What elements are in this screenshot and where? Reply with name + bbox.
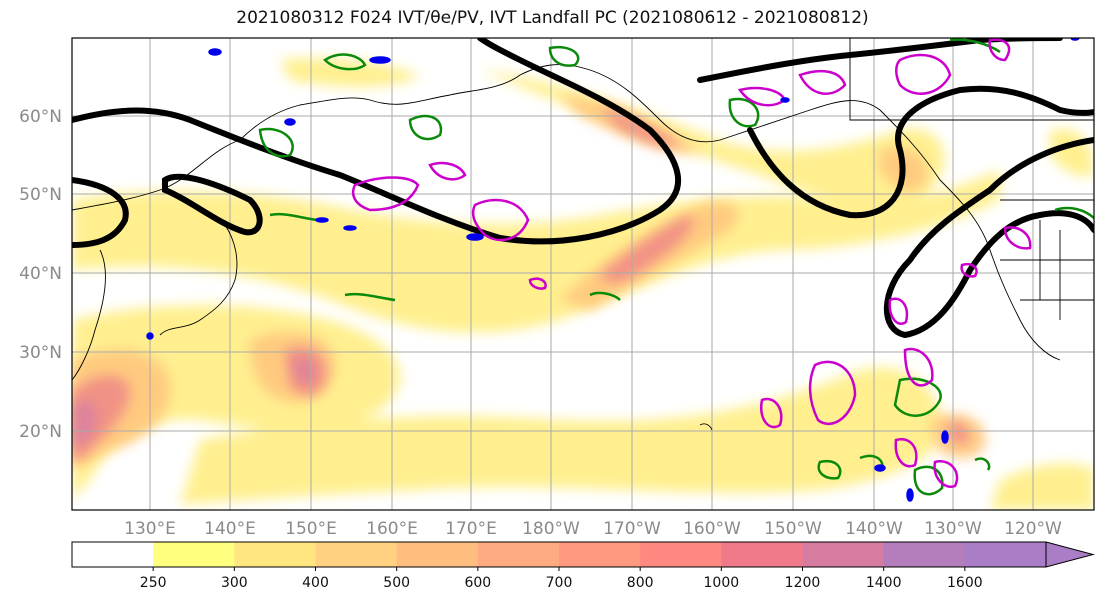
colorbar-tick-label: 800 — [627, 575, 654, 591]
colorbar-segment — [883, 542, 966, 567]
colorbar-segment — [477, 542, 560, 567]
theta-e-contour-main — [72, 38, 681, 245]
colorbar-tick-label: 400 — [302, 575, 329, 591]
colorbar-segment — [559, 542, 641, 567]
ivt-plume-bering — [280, 58, 420, 87]
longitude-label: 180°W — [522, 519, 580, 539]
latitude-label: 20°N — [19, 422, 62, 442]
longitude-label: 150°E — [285, 519, 337, 539]
longitude-label: 140°E — [204, 519, 256, 539]
ivt-high-central — [600, 215, 693, 283]
latitude-labels: 60°N 50°N 40°N 30°N 20°N — [19, 107, 62, 442]
colorbar: 250 300 400 500 600 700 800 1000 1200 1400 1600 — [71, 541, 1095, 591]
coast-hawaii — [699, 423, 713, 431]
ivt-shading — [72, 58, 1094, 510]
coast-japan — [159, 224, 238, 336]
theta-e-contours — [72, 38, 1094, 339]
ivt-plume-subtropical — [180, 367, 944, 505]
theta-e-contour-east — [883, 137, 1094, 339]
colorbar-tick-label: 500 — [383, 575, 410, 591]
theta-e-contour-west — [72, 177, 129, 248]
colorbar-segment — [640, 542, 722, 567]
latitude-label: 30°N — [19, 343, 62, 363]
colorbar-tick-label: 300 — [221, 575, 248, 591]
theta-e-contour-gulf — [747, 85, 1094, 219]
colorbar-segment — [721, 542, 803, 567]
coast-north-america — [589, 69, 1061, 361]
latitude-label: 60°N — [19, 107, 62, 127]
map-frame — [71, 37, 1095, 511]
longitude-label: 120°W — [1004, 519, 1062, 539]
longitude-label: 130°W — [924, 519, 982, 539]
pv-contours-blue — [146, 38, 1080, 502]
colorbar-extend-arrow — [1045, 541, 1095, 568]
colorbar-tick-label: 1600 — [947, 575, 983, 591]
colorbar-segment — [153, 542, 235, 567]
colorbar-tick-label: 1400 — [866, 575, 902, 591]
colorbar-segment — [396, 542, 479, 567]
colorbar-tick-label: 250 — [140, 575, 167, 591]
gridlines — [72, 38, 1094, 510]
figure-title: 2021080312 F024 IVT/θe/PV, IVT Landfall … — [236, 8, 869, 28]
colorbar-tick-label: 700 — [546, 575, 573, 591]
longitude-label: 130°E — [124, 519, 176, 539]
colorbar-tick-label: 1000 — [704, 575, 740, 591]
ivt-max-typhoon — [295, 358, 314, 384]
coastlines — [72, 38, 1094, 431]
colorbar-tick-label: 1200 — [785, 575, 821, 591]
longitude-labels: 130°E 140°E 150°E 160°E 170°E 180°W 170°W 160°W… — [124, 519, 1062, 539]
ivt-max-west — [72, 401, 97, 450]
longitude-label: 140°W — [845, 519, 903, 539]
border-canada — [849, 38, 1094, 121]
coast-china — [72, 249, 106, 381]
colorbar-segment — [315, 542, 398, 567]
ivt-plume-north-pacific — [72, 170, 1000, 333]
colorbar-tick-label: 600 — [464, 575, 491, 591]
latitude-label: 50°N — [19, 185, 62, 205]
colorbar-segment — [802, 542, 885, 567]
longitude-label: 170°W — [603, 519, 661, 539]
longitude-label: 160°E — [366, 519, 418, 539]
state-borders — [1000, 220, 1094, 320]
pv-contours-green — [258, 38, 1094, 496]
pv-contours-magenta — [351, 38, 1032, 489]
longitude-label: 150°W — [764, 519, 822, 539]
longitude-label: 160°W — [683, 519, 741, 539]
colorbar-segment — [72, 542, 154, 567]
theta-e-contour-japan — [162, 173, 263, 236]
colorbar-segment — [234, 542, 316, 567]
latitude-label: 40°N — [19, 264, 62, 284]
colorbar-segment — [964, 542, 1047, 567]
longitude-label: 170°E — [445, 519, 497, 539]
ivt-plume-southeast — [990, 463, 1094, 510]
